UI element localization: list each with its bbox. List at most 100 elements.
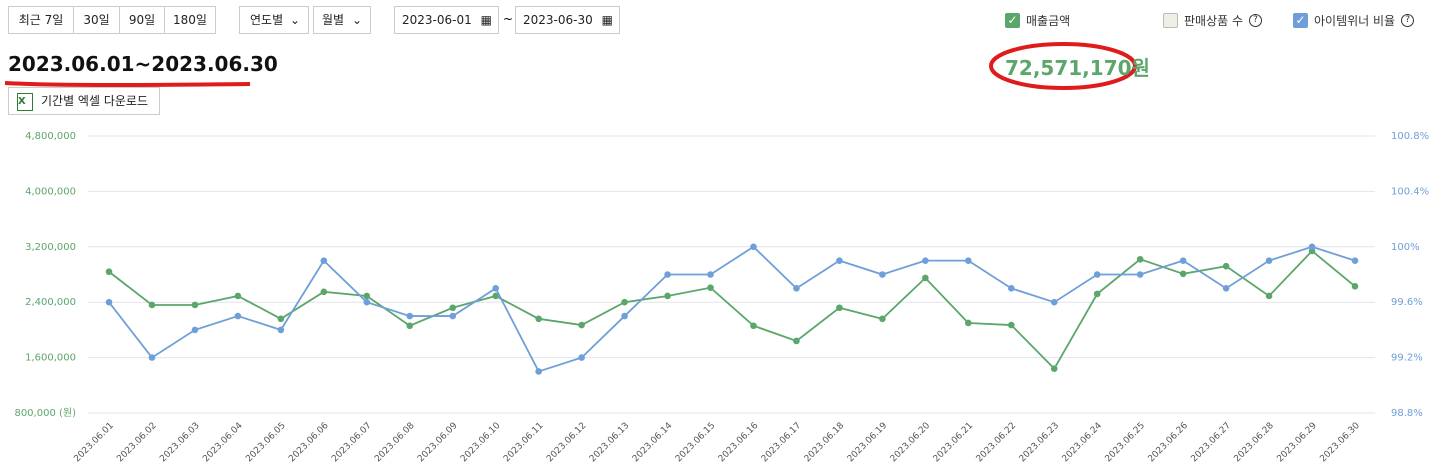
legend-item[interactable]: ✓ 매출금액: [1005, 12, 1070, 29]
data-point: [277, 315, 285, 323]
data-point: [750, 243, 757, 251]
data-point: [1007, 321, 1015, 329]
data-point: [363, 292, 371, 300]
date-input[interactable]: 2023-06-01 ▦: [394, 6, 499, 34]
range-button[interactable]: 90일: [119, 6, 165, 34]
data-point: [793, 285, 800, 292]
date-text: 2023-06-30: [523, 13, 593, 27]
excel-download-button[interactable]: X 기간별 엑셀 다운로드: [8, 87, 160, 115]
excel-icon: X: [17, 93, 33, 111]
data-point: [750, 322, 757, 330]
annotation-circle: [989, 42, 1137, 90]
data-point: [234, 312, 242, 320]
x-tick-label: 2023.06.10: [459, 421, 503, 465]
date-separator: ~: [503, 12, 514, 26]
help-icon[interactable]: ?: [1401, 14, 1415, 27]
dropdown[interactable]: 연도별 ⌄: [239, 6, 309, 34]
data-point: [105, 298, 113, 306]
legend-item[interactable]: 판매상품 수?: [1163, 12, 1263, 29]
series-line: [108, 249, 1356, 371]
dropdown[interactable]: 월별 ⌄: [313, 6, 371, 34]
x-tick-label: 2023.06.13: [588, 421, 632, 465]
y2-tick-label: 100.8%: [1391, 131, 1429, 142]
range-button[interactable]: 180일: [164, 6, 216, 34]
x-tick-label: 2023.06.22: [975, 421, 1019, 465]
date-input[interactable]: 2023-06-30 ▦: [515, 6, 620, 34]
y2-tick-label: 100.4%: [1391, 186, 1429, 197]
y2-tick-label: 99.6%: [1391, 297, 1423, 308]
data-point: [793, 337, 800, 345]
data-point: [1308, 243, 1316, 251]
data-point: [1050, 298, 1058, 306]
x-tick-label: 2023.06.04: [201, 421, 245, 465]
checkbox: ✓: [1293, 13, 1308, 28]
data-point: [1222, 285, 1230, 292]
x-tick-label: 2023.06.26: [1147, 421, 1191, 465]
data-point: [922, 274, 929, 282]
range-button[interactable]: 30일: [73, 6, 120, 34]
dropdown-label: 월별: [322, 13, 345, 27]
date-text: 2023-06-01: [402, 13, 472, 27]
data-point: [1093, 290, 1101, 298]
legend-label: 아이템위너 비율: [1314, 14, 1396, 28]
data-point: [320, 257, 328, 264]
data-point: [664, 271, 671, 278]
x-tick-label: 2023.06.18: [803, 421, 847, 465]
x-tick-label: 2023.06.16: [717, 421, 761, 465]
data-point: [105, 268, 113, 276]
x-tick-label: 2023.06.25: [1104, 421, 1148, 465]
y-tick-label: 800,000 (원): [14, 407, 76, 419]
data-point: [1136, 255, 1144, 263]
legend-label: 매출금액: [1026, 14, 1071, 28]
data-point: [406, 322, 414, 330]
x-tick-label: 2023.06.20: [889, 421, 933, 465]
x-tick-label: 2023.06.14: [631, 421, 675, 465]
data-point: [879, 315, 886, 323]
data-point: [836, 304, 843, 312]
x-tick-label: 2023.06.07: [330, 421, 374, 465]
x-tick-label: 2023.06.12: [545, 421, 589, 465]
data-point: [965, 319, 972, 327]
data-point: [1007, 285, 1015, 292]
annotation-underline: [4, 81, 251, 87]
chevron: ⌄: [289, 13, 300, 27]
y2-tick-label: 100%: [1391, 242, 1420, 253]
x-tick-label: 2023.06.08: [373, 421, 417, 465]
data-point: [707, 271, 714, 278]
data-point: [148, 301, 156, 309]
data-point: [406, 312, 414, 320]
data-point: [449, 312, 457, 320]
calendar-icon: ▦: [480, 13, 492, 27]
y2-tick-label: 98.8%: [1391, 408, 1423, 419]
help-icon[interactable]: ?: [1249, 14, 1263, 27]
data-point: [363, 298, 371, 306]
data-point: [1265, 257, 1273, 264]
x-tick-label: 2023.06.21: [932, 421, 976, 465]
x-tick-label: 2023.06.06: [287, 421, 331, 465]
data-point: [234, 292, 242, 300]
data-point: [1179, 270, 1187, 278]
data-point: [578, 321, 585, 329]
data-point: [492, 292, 499, 300]
data-point: [1093, 271, 1101, 278]
x-tick-label: 2023.06.09: [416, 421, 460, 465]
range-button[interactable]: 최근 7일: [8, 6, 74, 34]
data-point: [621, 298, 628, 306]
calendar-icon: ▦: [601, 13, 613, 27]
data-point: [277, 326, 285, 334]
data-point: [1050, 365, 1058, 372]
data-point: [1136, 271, 1144, 278]
data-point: [449, 304, 457, 312]
legend-item[interactable]: ✓ 아이템위너 비율?: [1293, 12, 1415, 29]
checkbox: [1163, 13, 1178, 28]
x-tick-label: 2023.06.23: [1018, 421, 1062, 465]
data-point: [621, 312, 628, 320]
data-point: [535, 368, 542, 375]
x-tick-label: 2023.06.15: [674, 421, 718, 465]
checkbox: ✓: [1005, 13, 1020, 28]
y-tick-label: 4,800,000: [25, 131, 76, 142]
period-title: 2023.06.01~2023.06.30: [8, 52, 278, 76]
data-point: [664, 292, 671, 300]
